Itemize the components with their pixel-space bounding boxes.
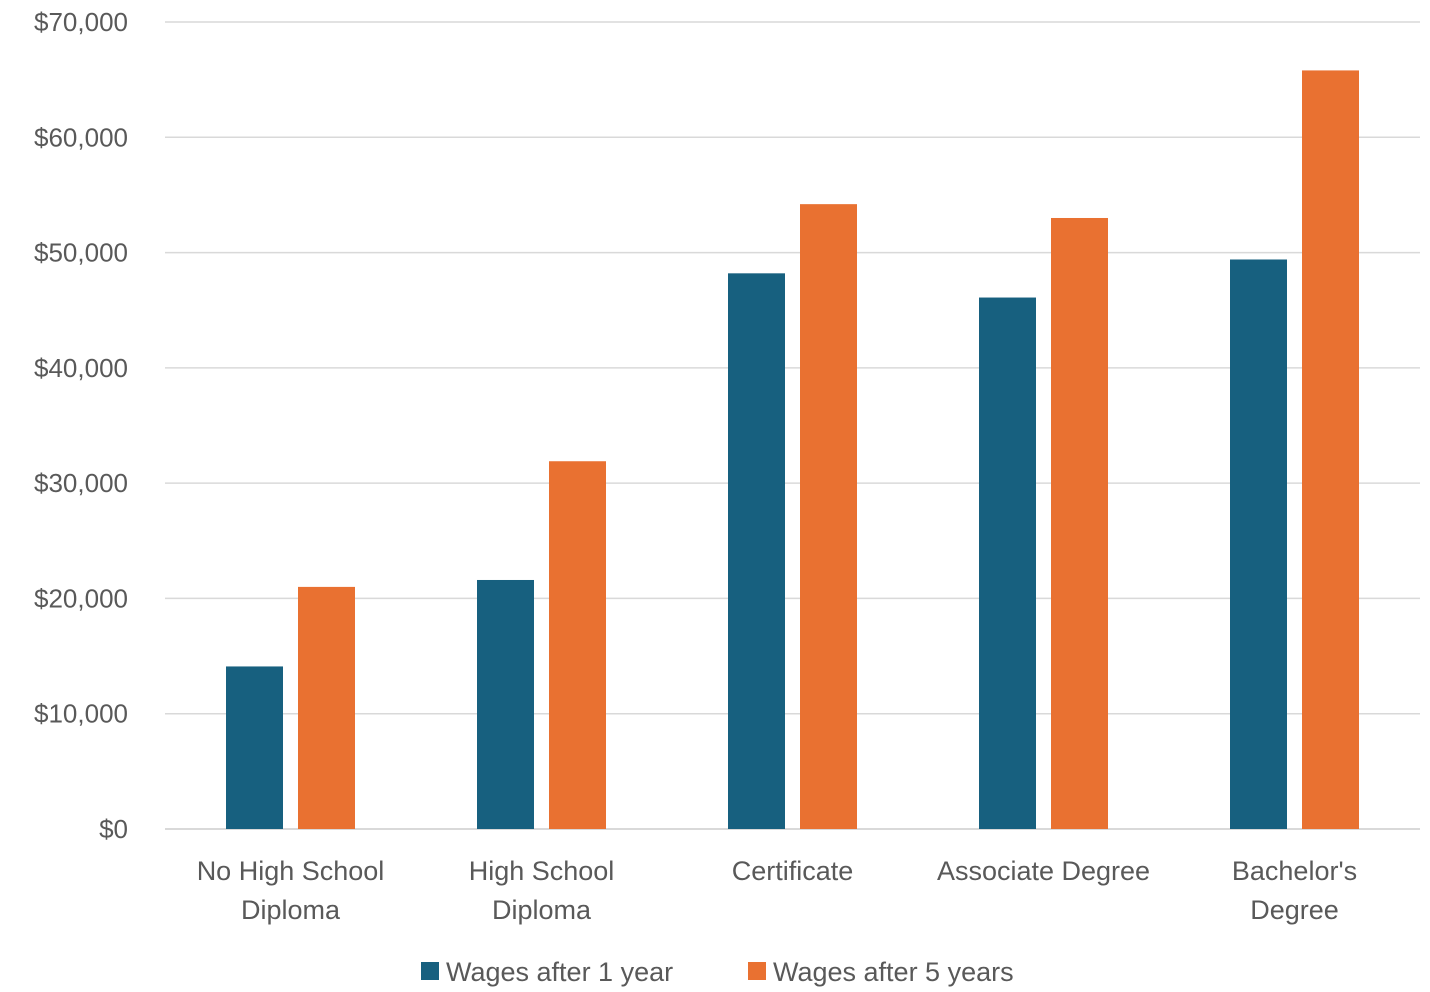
legend-label: Wages after 5 years <box>773 957 1014 987</box>
bar-wages-1-year <box>477 579 534 829</box>
bar-wages-1-year <box>1230 259 1287 829</box>
bar-wages-1-year <box>226 666 283 829</box>
x-category-label-line: No High School <box>197 856 385 886</box>
x-category-label-line: Diploma <box>492 895 592 925</box>
bar-wages-5-years <box>1302 70 1359 830</box>
bar-wages-5-years <box>1051 217 1108 829</box>
bar-wages-5-years <box>549 461 606 829</box>
x-category-label-line: Associate Degree <box>937 856 1150 886</box>
y-tick-label: $20,000 <box>34 583 128 613</box>
x-category-label-line: High School <box>469 856 615 886</box>
bars <box>226 70 1359 830</box>
x-axis-category-labels: No High School Diploma High School Diploma C… <box>197 856 1357 925</box>
legend-swatch <box>748 962 766 980</box>
x-category-label-line: Certificate <box>732 856 854 886</box>
legend-label: Wages after 1 year <box>446 957 673 987</box>
y-axis-tick-labels: $0 $10,000 $20,000 $30,000 $40,000 $50,000 $60… <box>34 7 128 844</box>
y-tick-label: $30,000 <box>34 468 128 498</box>
x-category-label: Associate Degree <box>937 856 1150 886</box>
x-category-label-line: Bachelor's <box>1232 856 1357 886</box>
y-tick-label: $50,000 <box>34 238 128 268</box>
bar-wages-1-year <box>728 273 785 829</box>
legend-swatch <box>421 962 439 980</box>
gridlines <box>165 21 1420 830</box>
legend-item-wages-5-years: Wages after 5 years <box>748 957 1014 987</box>
x-category-label: Bachelor's Degree <box>1232 856 1357 925</box>
y-tick-label: $10,000 <box>34 699 128 729</box>
x-category-label-line: Degree <box>1250 895 1339 925</box>
y-tick-label: $70,000 <box>34 7 128 37</box>
legend: Wages after 1 year Wages after 5 years <box>421 957 1014 987</box>
y-tick-label: $0 <box>99 814 128 844</box>
x-category-label: No High School Diploma <box>197 856 385 925</box>
bar-wages-5-years <box>298 586 355 829</box>
y-tick-label: $40,000 <box>34 353 128 383</box>
y-tick-label: $60,000 <box>34 122 128 152</box>
x-category-label: Certificate <box>732 856 854 886</box>
bar-wages-1-year <box>979 297 1036 830</box>
legend-item-wages-1-year: Wages after 1 year <box>421 957 673 987</box>
x-category-label-line: Diploma <box>241 895 341 925</box>
x-category-label: High School Diploma <box>469 856 615 925</box>
bar-wages-5-years <box>800 204 857 829</box>
